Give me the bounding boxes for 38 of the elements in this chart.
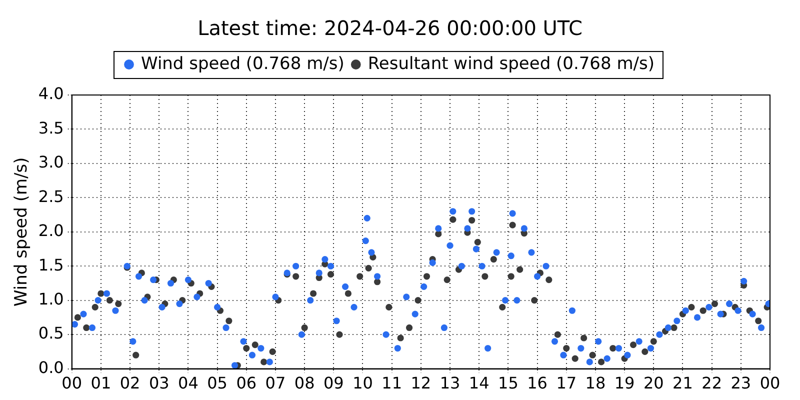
- x-tick-label: 01: [90, 374, 112, 393]
- x-tick-label: 10: [352, 374, 373, 393]
- x-tick-label: 15: [498, 374, 518, 393]
- y-tick-label: 4.0: [38, 84, 64, 104]
- x-tick-label: 21: [672, 374, 693, 393]
- y-tick-label: 3.0: [38, 152, 64, 172]
- y-axis-title: Wind speed (m/s): [12, 157, 32, 307]
- x-tick-label: 17: [556, 374, 577, 393]
- x-tick-label: 00: [760, 374, 780, 393]
- x-tick-label: 06: [236, 374, 257, 393]
- x-tick-label: 12: [410, 374, 432, 393]
- x-tick-label: 03: [148, 374, 170, 393]
- x-tick-label: 02: [120, 374, 140, 393]
- x-tick-label: 00: [62, 374, 82, 393]
- x-tick-label: 22: [702, 374, 722, 393]
- legend-label: Wind speed (0.768 m/s): [141, 54, 344, 74]
- x-tick-label: 11: [382, 374, 402, 393]
- y-tick-label: 3.5: [38, 118, 64, 138]
- y-tick-label: 0.0: [38, 358, 64, 377]
- x-tick-label: 08: [294, 374, 315, 393]
- x-tick-label: 09: [323, 374, 344, 393]
- x-tick-label: 23: [730, 374, 752, 393]
- y-tick-label: 2.0: [38, 221, 64, 240]
- x-tick-label: 04: [178, 374, 198, 393]
- x-tick-label: 19: [614, 374, 635, 393]
- x-tick-label: 18: [585, 374, 606, 393]
- y-tick-label: 1.0: [38, 290, 64, 309]
- y-tick-label: 2.5: [38, 186, 64, 206]
- x-tick-label: 05: [207, 374, 228, 393]
- x-tick-label: 13: [440, 374, 460, 393]
- x-tick-label: 20: [643, 374, 664, 393]
- y-tick-label: 0.5: [38, 324, 64, 343]
- y-tick-label: 1.5: [38, 255, 64, 274]
- x-tick-label: 14: [468, 374, 490, 393]
- x-tick-label: 07: [265, 374, 286, 393]
- chart-title: Latest time: 2024-04-26 00:00:00 UTC: [198, 16, 582, 40]
- legend-label: Resultant wind speed (0.768 m/s): [368, 54, 655, 74]
- x-tick-label: 16: [527, 374, 548, 393]
